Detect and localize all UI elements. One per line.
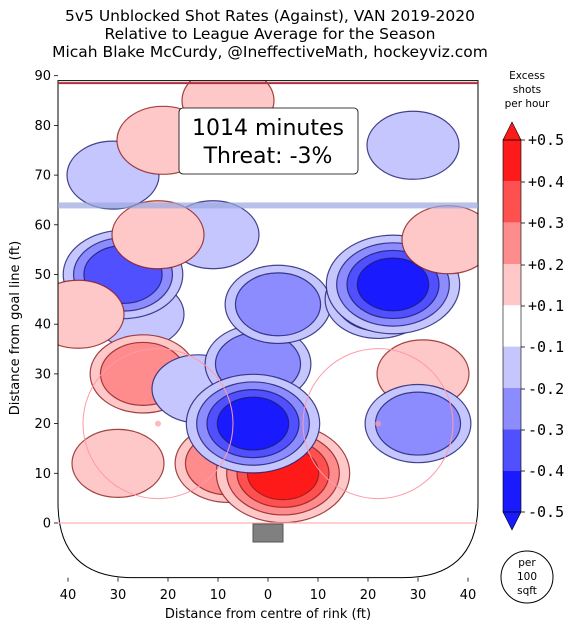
minutes-label: 1014 minutes (192, 116, 344, 141)
colorbar-tick-label: +0.2 (528, 256, 564, 274)
heat-region-17-level-0 (366, 110, 460, 180)
faceoff-circle-right (302, 348, 454, 500)
heat-region-2-level-0 (71, 428, 165, 498)
y-tick-label: 10 (34, 467, 51, 482)
badge-line-1: per (518, 557, 536, 569)
y-tick-label: 20 (34, 417, 51, 432)
badge-line-2: 100 (517, 571, 537, 583)
faceoff-circle-left (82, 348, 234, 500)
colorbar-tick-label: -0.2 (528, 380, 564, 398)
heat-region-15-level-0 (58, 279, 125, 349)
colorbar-tick-label: -0.5 (528, 503, 564, 521)
colorbar-band-8 (503, 470, 521, 512)
x-tick-label: 10 (310, 588, 327, 603)
colorbar-band-6 (503, 388, 521, 430)
heat-region-14-level-0 (401, 205, 478, 275)
colorbar-band-1 (503, 181, 521, 223)
x-tick-label: 20 (160, 588, 177, 603)
y-tick-label: 70 (34, 169, 51, 184)
colorbar-tick-label: -0.3 (528, 421, 564, 439)
colorbar-tick-label: -0.1 (528, 338, 564, 356)
colorbar-band-0 (503, 140, 521, 182)
y-tick-label: 50 (34, 268, 51, 283)
x-tick-label: 20 (360, 588, 377, 603)
heat-region-11-level-3 (356, 257, 430, 312)
colorbar-tick-label: -0.4 (528, 462, 564, 480)
colorbar-min-arrow (502, 511, 522, 531)
colorbar-title-3: per hour (505, 98, 551, 110)
colorbar-tick-label: +0.5 (528, 131, 564, 149)
colorbar: Excess shots per hour +0.5 +0.4 +0.3 +0.2 +0… (502, 70, 564, 531)
heat-region-18-level-0 (111, 200, 205, 270)
heat-region-13-level-1 (374, 391, 462, 456)
blue-line (58, 202, 478, 209)
rink-boards (57, 80, 479, 579)
x-tick-label: 30 (110, 588, 127, 603)
colorbar-band-3 (503, 264, 521, 306)
colorbar-band-2 (503, 222, 521, 264)
colorbar-tick-label: +0.1 (528, 297, 564, 315)
x-tick-label: 40 (60, 588, 77, 603)
colorbar-tick-label: +0.4 (528, 173, 564, 191)
y-tick-label: 0 (43, 517, 51, 532)
colorbar-title-1: Excess (509, 70, 545, 82)
x-axis-label: Distance from centre of rink (ft) (165, 607, 371, 622)
axes: 40 30 20 10 0 10 20 30 40 0 10 20 30 40 50 60 70 80 90 (34, 69, 476, 603)
y-tick-label: 30 (34, 367, 51, 382)
x-tick-label: 0 (264, 588, 272, 603)
heat-region-9-level-1 (234, 272, 322, 337)
y-tick-label: 90 (34, 69, 51, 84)
annotation-box: 1014 minutes Threat: -3% (178, 107, 359, 175)
scale-badge: per 100 sqft (500, 550, 554, 604)
x-tick-label: 30 (410, 588, 427, 603)
threat-label: Threat: -3% (203, 144, 333, 169)
y-tick-label: 80 (34, 119, 51, 134)
colorbar-band-7 (503, 429, 521, 471)
chart-title-line-2: Relative to League Average for the Seaso… (104, 25, 436, 43)
y-tick-label: 40 (34, 318, 51, 333)
faceoff-dot-right (375, 420, 381, 427)
chart-title-line-1: 5v5 Unblocked Shot Rates (Against), VAN … (65, 7, 475, 25)
goal-net (252, 523, 284, 543)
colorbar-band-5 (503, 346, 521, 388)
colorbar-max-arrow (502, 121, 522, 141)
colorbar-title-2: shots (513, 84, 541, 96)
y-tick-label: 60 (34, 218, 51, 233)
heat-region-8-level-3 (216, 396, 290, 451)
colorbar-tick-label: +0.3 (528, 214, 564, 232)
colorbar-frame (502, 139, 522, 513)
y-axis-label: Distance from goal line (ft) (8, 241, 23, 415)
colorbar-band-4 (503, 305, 521, 347)
rink-markings (57, 80, 479, 579)
chart-title-line-3: Micah Blake McCurdy, @IneffectiveMath, h… (52, 43, 488, 61)
x-tick-label: 40 (460, 588, 477, 603)
faceoff-dot-left (155, 420, 161, 427)
x-tick-label: 10 (210, 588, 227, 603)
badge-line-3: sqft (517, 585, 537, 597)
